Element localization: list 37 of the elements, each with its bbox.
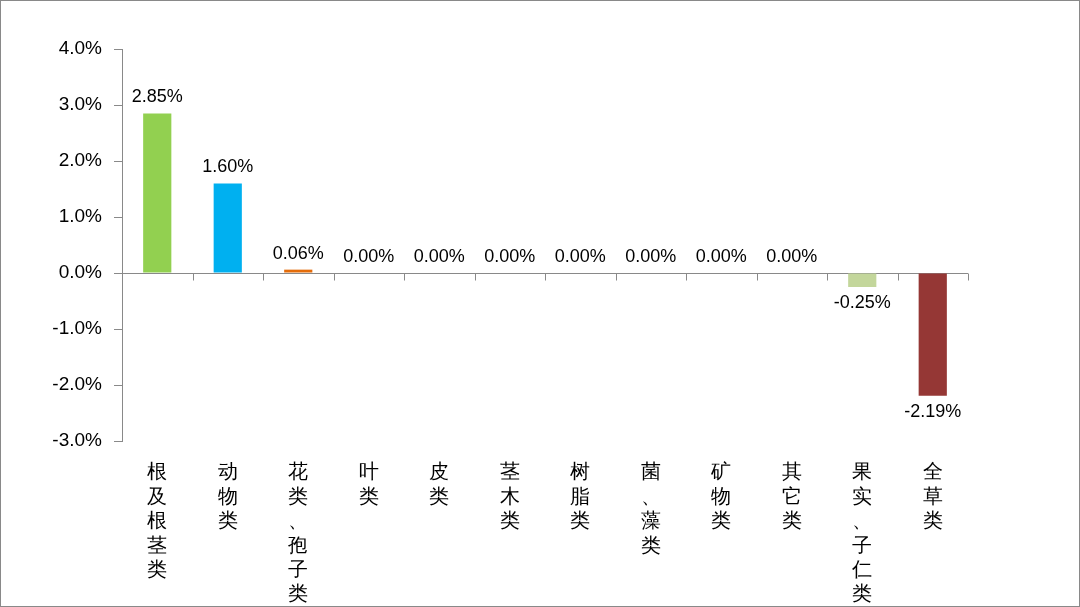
y-tick-label: -3.0% xyxy=(52,429,103,451)
x-tick-label: 菌、藻类 xyxy=(640,459,661,557)
y-tick-label: 0.0% xyxy=(58,261,103,283)
data-label: 0.00% xyxy=(625,245,677,266)
x-tick-label: 果实、子仁类 xyxy=(851,459,873,606)
x-tick-label: 叶类 xyxy=(358,459,379,508)
bar xyxy=(143,113,172,273)
y-tick-label: -2.0% xyxy=(52,373,103,395)
x-tick-label: 茎木类 xyxy=(499,459,520,533)
bar xyxy=(213,183,242,273)
y-tick-label: -1.0% xyxy=(52,317,103,339)
x-tick-label: 动物类 xyxy=(217,459,238,533)
x-tick-label: 全草类 xyxy=(922,459,943,533)
data-label: 0.00% xyxy=(413,245,465,266)
data-label: -0.25% xyxy=(833,291,891,312)
x-tick-label: 根及根茎类 xyxy=(147,459,168,581)
x-tick-label: 其它类 xyxy=(781,459,802,533)
data-label: 0.00% xyxy=(554,245,606,266)
x-tick-label: 皮类 xyxy=(429,459,450,508)
data-label: 0.06% xyxy=(272,242,324,263)
data-label: 0.00% xyxy=(766,245,818,266)
data-label: 2.85% xyxy=(131,86,183,107)
y-tick-label: 1.0% xyxy=(58,205,103,227)
y-tick-label: 2.0% xyxy=(58,149,103,171)
x-tick-label: 树脂类 xyxy=(570,459,591,533)
x-tick-label: 矿物类 xyxy=(710,459,732,533)
y-tick-label: 3.0% xyxy=(58,93,103,115)
x-tick-label: 花类、孢子类 xyxy=(288,459,309,606)
y-tick-label: 4.0% xyxy=(58,37,103,59)
bar xyxy=(284,269,313,273)
data-label: 1.60% xyxy=(202,156,254,177)
data-label: 0.00% xyxy=(695,245,747,266)
data-label: 0.00% xyxy=(343,245,395,266)
data-label: 0.00% xyxy=(484,245,536,266)
data-label: -2.19% xyxy=(904,400,962,421)
bar xyxy=(918,273,947,396)
bar xyxy=(848,273,877,287)
